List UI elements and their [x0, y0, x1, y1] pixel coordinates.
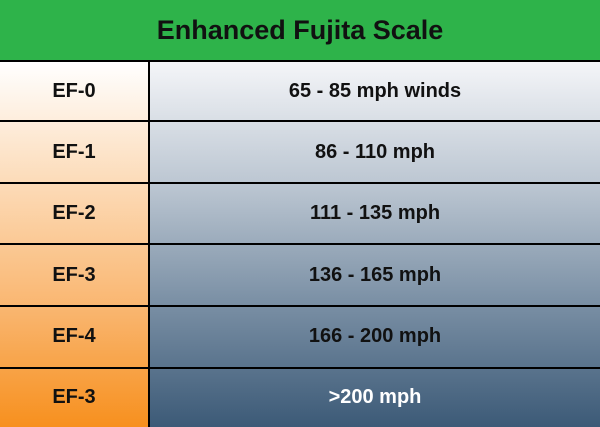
- table-row: EF-4 166 - 200 mph: [0, 305, 600, 368]
- category-cell: EF-2: [0, 181, 150, 245]
- category-cell: EF-3: [0, 366, 150, 427]
- category-cell: EF-0: [0, 62, 150, 122]
- category-cell: EF-1: [0, 120, 150, 183]
- wind-speed-cell: 86 - 110 mph: [149, 120, 600, 183]
- category-cell: EF-3: [0, 243, 150, 307]
- wind-speed-cell: 166 - 200 mph: [149, 305, 600, 368]
- wind-speed-cell: 111 - 135 mph: [149, 181, 600, 245]
- scale-table: EF-0 65 - 85 mph winds EF-1 86 - 110 mph EF-…: [0, 62, 600, 427]
- table-row: EF-0 65 - 85 mph winds: [0, 62, 600, 122]
- table-row: EF-1 86 - 110 mph: [0, 120, 600, 183]
- wind-speed-cell: 136 - 165 mph: [149, 243, 600, 307]
- wind-speed-cell: 65 - 85 mph winds: [288, 79, 462, 102]
- title: Enhanced Fujita Scale: [0, 0, 600, 62]
- table-row: EF-3 >200 mph: [0, 366, 600, 427]
- table-row: EF-2 111 - 135 mph: [0, 181, 600, 245]
- wind-speed-cell: >200 mph: [149, 366, 600, 427]
- table-row: EF-3 136 - 165 mph: [0, 243, 600, 307]
- category-cell: EF-4: [0, 305, 150, 368]
